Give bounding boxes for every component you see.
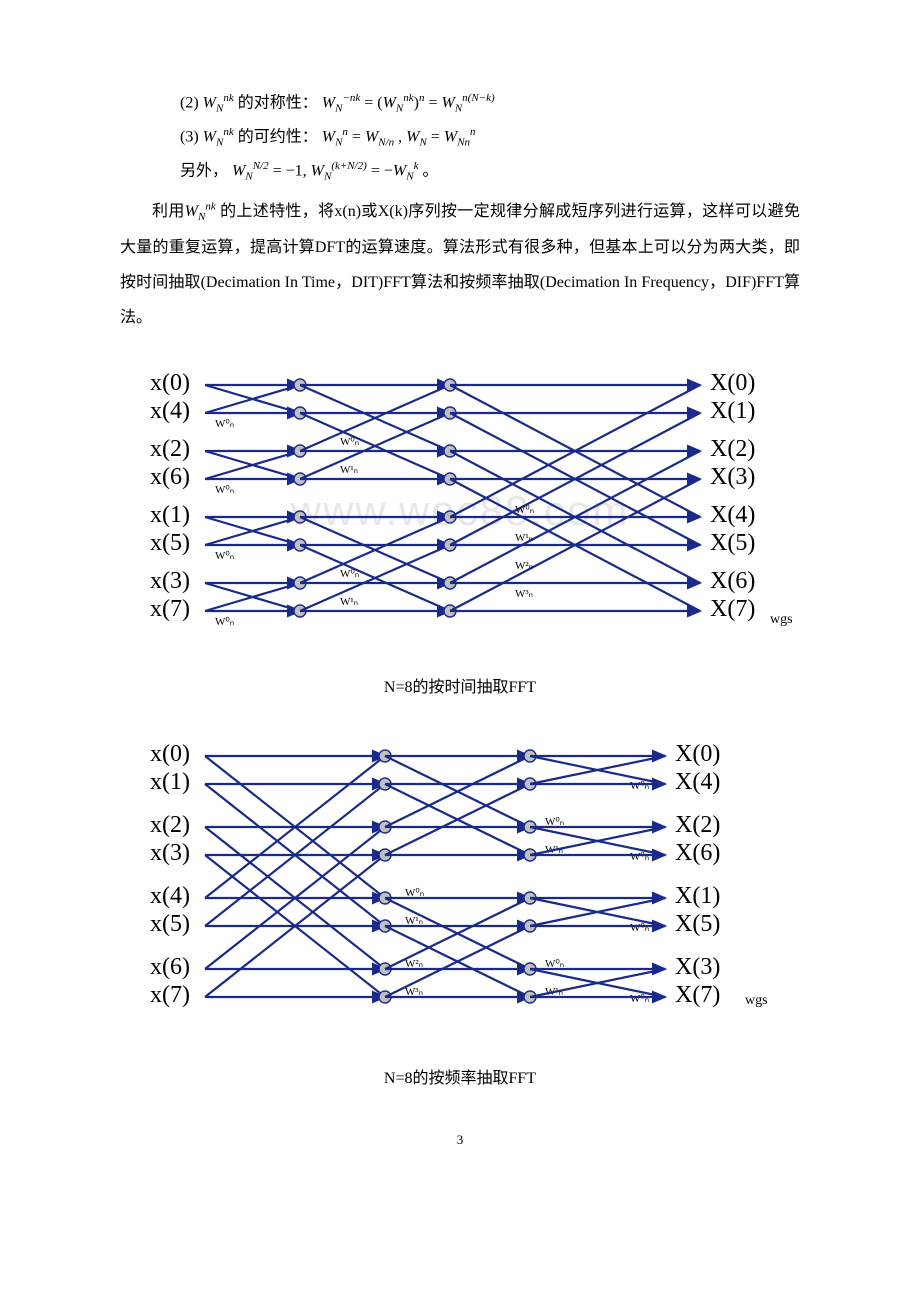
svg-text:X(0): X(0) bbox=[710, 370, 755, 396]
svg-text:X(4): X(4) bbox=[710, 502, 755, 528]
eq4-prefix: 另外， bbox=[180, 163, 228, 180]
page-number: 3 bbox=[120, 1126, 800, 1155]
svg-text:x(6): x(6) bbox=[150, 464, 190, 490]
svg-text:W³ₙ: W³ₙ bbox=[515, 588, 533, 600]
svg-text:X(2): X(2) bbox=[675, 812, 720, 838]
svg-text:x(7): x(7) bbox=[150, 596, 190, 622]
svg-text:W²ₙ: W²ₙ bbox=[515, 560, 533, 572]
svg-text:x(5): x(5) bbox=[150, 911, 190, 937]
svg-text:W⁰ₙ: W⁰ₙ bbox=[215, 484, 234, 496]
dif-input-labels: x(0) x(1) x(2) x(3) x(4) x(5) x(6) x(7) bbox=[150, 741, 190, 1008]
eq3-desc: 的可约性： bbox=[238, 128, 318, 145]
svg-text:X(1): X(1) bbox=[675, 883, 720, 909]
svg-text:x(2): x(2) bbox=[150, 436, 190, 462]
figure-dit-fft: www.woc88.com x(0) x(4) x(2) x(6) x(1) x… bbox=[120, 355, 800, 658]
svg-text:x(1): x(1) bbox=[150, 502, 190, 528]
svg-text:X(6): X(6) bbox=[675, 840, 720, 866]
eq2-num: (2) bbox=[180, 94, 199, 111]
svg-text:W⁰ₙ: W⁰ₙ bbox=[630, 922, 649, 934]
svg-text:x(3): x(3) bbox=[150, 840, 190, 866]
dit-input-labels: x(0) x(4) x(2) x(6) x(1) x(5) x(3) x(7) bbox=[150, 370, 190, 622]
svg-text:W⁰ₙ: W⁰ₙ bbox=[215, 418, 234, 430]
svg-text:x(5): x(5) bbox=[150, 530, 190, 556]
body-paragraph: 利用WNnk 的上述特性，将x(n)或X(k)序列按一定规律分解成短序列进行运算… bbox=[120, 194, 800, 335]
figure2-signature: wgs bbox=[745, 993, 768, 1008]
eq2-desc: 的对称性： bbox=[238, 94, 318, 111]
svg-text:X(4): X(4) bbox=[675, 769, 720, 795]
svg-text:W⁰ₙ: W⁰ₙ bbox=[630, 993, 649, 1005]
svg-text:W⁰ₙ: W⁰ₙ bbox=[515, 504, 534, 516]
svg-text:x(6): x(6) bbox=[150, 954, 190, 980]
svg-text:X(2): X(2) bbox=[710, 436, 755, 462]
svg-text:W¹ₙ: W¹ₙ bbox=[340, 464, 358, 476]
dif-butterfly-diagram: x(0) x(1) x(2) x(3) x(4) x(5) x(6) x(7) … bbox=[120, 726, 800, 1036]
dit-butterfly-diagram: www.woc88.com x(0) x(4) x(2) x(6) x(1) x… bbox=[120, 355, 800, 645]
svg-text:X(5): X(5) bbox=[710, 530, 755, 556]
svg-text:X(6): X(6) bbox=[710, 568, 755, 594]
svg-text:x(1): x(1) bbox=[150, 769, 190, 795]
dit-stage1: W⁰ₙ W⁰ₙ W⁰ₙ W⁰ₙ bbox=[205, 385, 300, 628]
equation-extra: 另外， WNN/2 = −1, WN(k+N/2) = −WNk 。 bbox=[180, 158, 800, 186]
svg-text:W⁰ₙ: W⁰ₙ bbox=[215, 616, 234, 628]
dit-output-labels: X(0) X(1) X(2) X(3) X(4) X(5) X(6) X(7) bbox=[710, 370, 755, 622]
svg-text:x(0): x(0) bbox=[150, 370, 190, 396]
svg-text:W⁰ₙ: W⁰ₙ bbox=[630, 780, 649, 792]
dif-stage1: W⁰ₙ W¹ₙ W²ₙ W³ₙ bbox=[205, 756, 424, 998]
svg-text:W¹ₙ: W¹ₙ bbox=[340, 596, 358, 608]
equation-2: (2) WNnk 的对称性： WN−nk = (WNnk)n = WNn(N−k… bbox=[180, 90, 800, 118]
svg-text:X(7): X(7) bbox=[675, 982, 720, 1008]
svg-text:X(7): X(7) bbox=[710, 596, 755, 622]
svg-text:W¹ₙ: W¹ₙ bbox=[515, 532, 533, 544]
svg-text:W⁰ₙ: W⁰ₙ bbox=[630, 851, 649, 863]
equation-3: (3) WNnk 的可约性： WNn = WN/n , WN = WNnn bbox=[180, 124, 800, 152]
eq3-num: (3) bbox=[180, 128, 199, 145]
svg-text:X(3): X(3) bbox=[710, 464, 755, 490]
figure1-signature: wgs bbox=[770, 612, 793, 627]
svg-text:x(4): x(4) bbox=[150, 398, 190, 424]
svg-text:W⁰ₙ: W⁰ₙ bbox=[215, 550, 234, 562]
svg-text:X(3): X(3) bbox=[675, 954, 720, 980]
svg-text:x(0): x(0) bbox=[150, 741, 190, 767]
dif-nodes-1 bbox=[379, 750, 391, 1003]
svg-text:X(5): X(5) bbox=[675, 911, 720, 937]
svg-text:X(1): X(1) bbox=[710, 398, 755, 424]
svg-text:x(2): x(2) bbox=[150, 812, 190, 838]
figure2-caption: N=8的按频率抽取FFT bbox=[120, 1061, 800, 1096]
svg-text:W⁰ₙ: W⁰ₙ bbox=[340, 568, 359, 580]
svg-text:x(4): x(4) bbox=[150, 883, 190, 909]
svg-text:X(0): X(0) bbox=[675, 741, 720, 767]
watermark-text: www.woc88.com bbox=[290, 487, 630, 534]
svg-text:W⁰ₙ: W⁰ₙ bbox=[340, 436, 359, 448]
svg-text:x(3): x(3) bbox=[150, 568, 190, 594]
svg-text:x(7): x(7) bbox=[150, 982, 190, 1008]
figure1-caption: N=8的按时间抽取FFT bbox=[120, 670, 800, 705]
page-content: (2) WNnk 的对称性： WN−nk = (WNnk)n = WNn(N−k… bbox=[0, 0, 920, 1195]
dif-nodes-2 bbox=[524, 750, 536, 1003]
figure-dif-fft: x(0) x(1) x(2) x(3) x(4) x(5) x(6) x(7) … bbox=[120, 726, 800, 1049]
